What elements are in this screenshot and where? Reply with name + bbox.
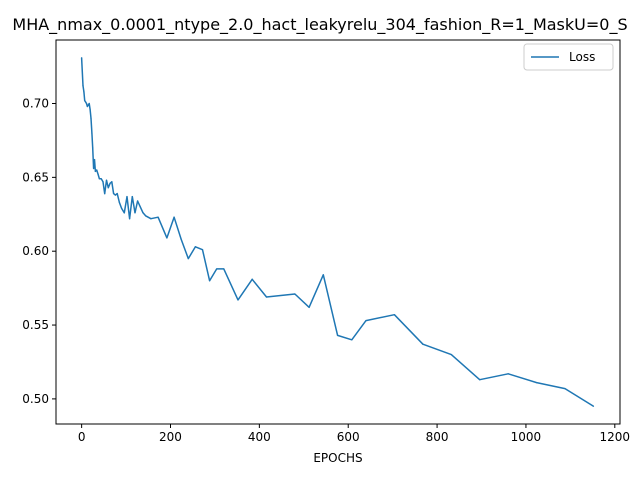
- loss-data-point: [166, 237, 168, 239]
- loss-data-point: [91, 132, 93, 134]
- loss-data-point: [479, 379, 481, 381]
- loss-data-point: [111, 181, 113, 183]
- x-tick-label: 1200: [600, 430, 631, 444]
- loss-data-point: [100, 178, 102, 180]
- loss-data-point: [118, 201, 121, 204]
- loss-data-point: [84, 99, 86, 102]
- loss-data-point: [322, 274, 324, 276]
- loss-data-point: [85, 101, 87, 103]
- loss-data-point: [265, 296, 268, 298]
- loss-data-point: [104, 193, 106, 195]
- loss-data-point: [94, 170, 97, 173]
- x-axis-label: EPOCHS: [313, 451, 362, 465]
- loss-data-point: [129, 218, 131, 220]
- loss-series-line: [80, 57, 594, 407]
- loss-data-point: [137, 200, 139, 202]
- loss-data-point: [82, 85, 84, 87]
- loss-data-point: [93, 159, 96, 161]
- loss-data-point: [223, 268, 225, 270]
- loss-data-point: [507, 373, 509, 375]
- x-axis-ticks: 0 200 400 600 800 1000 1200: [78, 424, 630, 444]
- x-tick-label: 1000: [511, 430, 542, 444]
- loss-data-point: [251, 278, 253, 280]
- legend-label: Loss: [569, 50, 595, 64]
- loss-data-point: [102, 181, 104, 183]
- x-tick-label: 400: [248, 430, 271, 444]
- axes-frame: [55, 39, 621, 425]
- loss-data-point: [114, 194, 117, 196]
- x-tick-label: 200: [159, 430, 182, 444]
- x-tick-label: 0: [78, 430, 86, 444]
- loss-data-point: [86, 105, 89, 108]
- loss-data-point: [308, 306, 310, 308]
- loss-data-point: [105, 179, 108, 181]
- loss-data-point: [92, 147, 94, 149]
- loss-data-point: [592, 405, 595, 407]
- loss-data-point: [81, 57, 83, 59]
- loss-data-point: [113, 193, 115, 195]
- loss-data-point: [145, 215, 147, 217]
- loss-data-point: [85, 102, 88, 105]
- y-axis-ticks: 0.50 0.55 0.60 0.65 0.70: [22, 97, 56, 406]
- loss-data-point: [87, 104, 89, 106]
- loss-data-point: [126, 195, 128, 198]
- loss-data-point: [121, 207, 123, 209]
- loss-data-point: [134, 212, 136, 214]
- loss-data-point: [93, 167, 95, 170]
- loss-data-point: [237, 299, 239, 301]
- y-tick-label: 0.65: [22, 170, 49, 184]
- loss-data-point: [96, 169, 98, 171]
- loss-data-point: [216, 268, 218, 270]
- loss-data-point: [450, 353, 452, 356]
- loss-data-point: [208, 280, 211, 282]
- loss-data-point: [422, 343, 424, 345]
- loss-data-point: [564, 387, 566, 390]
- loss-data-point: [139, 206, 141, 208]
- loss-data-point: [116, 193, 118, 195]
- loss-data-point: [194, 246, 196, 248]
- loss-data-point: [201, 249, 204, 251]
- loss-data-point: [294, 293, 296, 295]
- loss-data-point: [187, 257, 189, 260]
- loss-data-point: [173, 216, 175, 218]
- legend-box: [523, 43, 614, 71]
- loss-data-point: [123, 212, 125, 214]
- y-tick-label: 0.60: [22, 244, 49, 258]
- loss-data-point: [88, 102, 90, 105]
- loss-data-point: [107, 187, 109, 189]
- loss-data-point: [536, 382, 538, 384]
- y-tick-label: 0.55: [22, 318, 49, 332]
- y-tick-label: 0.70: [22, 97, 49, 111]
- loss-data-point: [131, 195, 133, 198]
- loss-data-point: [98, 178, 101, 180]
- loss-data-point: [393, 314, 396, 316]
- x-tick-label: 600: [337, 430, 360, 444]
- loss-data-point: [142, 212, 144, 214]
- y-tick-label: 0.50: [22, 392, 49, 406]
- loss-data-point: [150, 218, 152, 220]
- loss-data-point: [336, 334, 339, 336]
- loss-data-point: [89, 108, 91, 111]
- loss-data-point: [180, 238, 182, 240]
- loss-data-point: [90, 117, 92, 119]
- loss-data-point: [97, 173, 99, 175]
- chart-title: MHA_nmax_0.0001_ntype_2.0_hact_leakyrelu…: [12, 15, 627, 35]
- plot-area: [80, 57, 595, 407]
- legend: Loss: [523, 43, 614, 71]
- loss-data-point: [365, 320, 367, 322]
- loss-data-point: [157, 216, 159, 218]
- x-tick-label: 800: [426, 430, 449, 444]
- loss-data-point: [83, 91, 85, 93]
- loss-data-point: [351, 339, 353, 341]
- loss-data-point: [109, 182, 111, 184]
